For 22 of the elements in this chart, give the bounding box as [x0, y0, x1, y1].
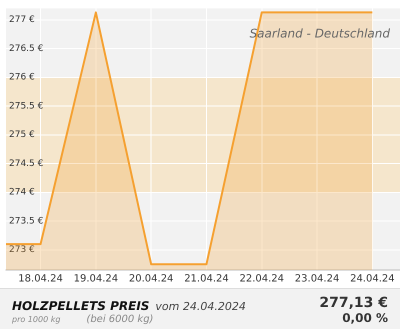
y-tick-label: 274.5 € — [9, 158, 44, 169]
x-tick-label: 23.04.24 — [294, 274, 340, 285]
y-tick-label: 275 € — [9, 130, 36, 140]
text: vom 24.04.2024 — [155, 300, 246, 313]
y-tick-label: 273.5 € — [9, 216, 44, 226]
text: pro 1000 kg — [12, 315, 60, 324]
text: HOLZPELLETS PREIS — [12, 299, 150, 313]
x-tick-label: 20.04.24 — [128, 274, 174, 285]
x-tick-label: 22.04.24 — [239, 274, 284, 285]
y-tick-label: 276.5 € — [9, 44, 44, 54]
y-tick-label: 273 € — [9, 245, 36, 256]
y-tick-label: 275.5 € — [9, 101, 44, 112]
x-tick-label: 24.04.24 — [350, 274, 395, 285]
y-tick-label: 277 € — [9, 15, 36, 26]
y-tick-label: 276 € — [9, 72, 36, 83]
x-tick-label: 19.04.24 — [74, 274, 118, 285]
x-tick-label: 21.04.24 — [184, 274, 229, 285]
text: (bei 6000 kg) — [86, 314, 154, 325]
text: 277,13 € — [319, 295, 388, 311]
x-tick-label: 18.04.24 — [18, 274, 63, 285]
text: 0,00 % — [341, 311, 388, 325]
y-tick-label: 274 € — [9, 188, 36, 198]
